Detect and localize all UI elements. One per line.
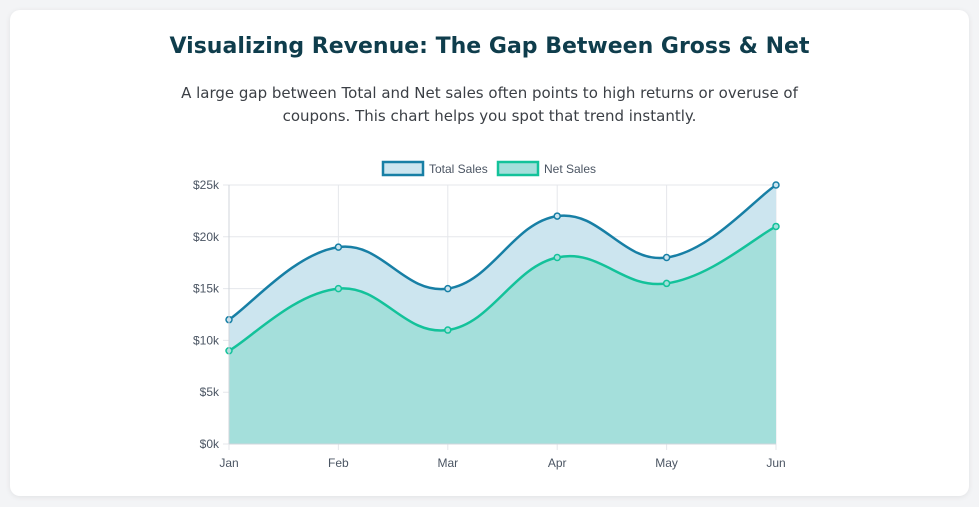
legend[interactable]: Total Sales Net Sales — [381, 160, 596, 177]
x-tick-label: Mar — [437, 456, 458, 470]
y-tick-label: $20k — [193, 230, 220, 244]
area-layer — [229, 185, 776, 444]
point-layer — [225, 181, 780, 355]
data-point[interactable] — [334, 284, 343, 293]
data-point[interactable] — [553, 253, 561, 262]
series-line — [228, 225, 777, 352]
y-tick-label: $25k — [193, 178, 220, 192]
series-line — [228, 183, 777, 321]
data-point[interactable] — [334, 243, 343, 251]
page-subtitle: A large gap between Total and Net sales … — [181, 84, 798, 125]
y-tick-label: $15k — [193, 282, 220, 296]
data-point[interactable] — [662, 279, 671, 288]
y-tick-label: $5k — [200, 385, 220, 399]
axis-layer: $0k $5k $10k $15k $20k $25k Jan Feb Mar Apr May Jun — [193, 178, 786, 470]
data-point[interactable] — [662, 253, 671, 262]
x-tick-label: Feb — [328, 456, 349, 470]
x-tick-label: Jun — [766, 456, 785, 470]
page-title: Visualizing Revenue: The Gap Between Gro… — [169, 34, 810, 59]
data-point[interactable] — [444, 284, 452, 293]
legend-swatch — [381, 160, 425, 177]
legend-item[interactable]: Net Sales — [496, 160, 596, 177]
series-area — [229, 226, 776, 444]
x-tick-label: Jan — [219, 456, 238, 470]
x-tick-label: May — [655, 456, 678, 470]
legend-label: Net Sales — [544, 162, 596, 176]
data-point[interactable] — [772, 222, 780, 231]
x-tick-label: Apr — [548, 456, 567, 470]
y-tick-label: $10k — [193, 333, 220, 347]
line-layer — [228, 183, 777, 352]
legend-item[interactable]: Total Sales — [381, 160, 488, 177]
data-point[interactable] — [553, 212, 561, 220]
data-point[interactable] — [444, 326, 452, 334]
data-point[interactable] — [772, 181, 780, 189]
legend-swatch — [496, 160, 540, 177]
y-tick-label: $0k — [200, 437, 220, 451]
legend-label: Total Sales — [429, 162, 488, 176]
